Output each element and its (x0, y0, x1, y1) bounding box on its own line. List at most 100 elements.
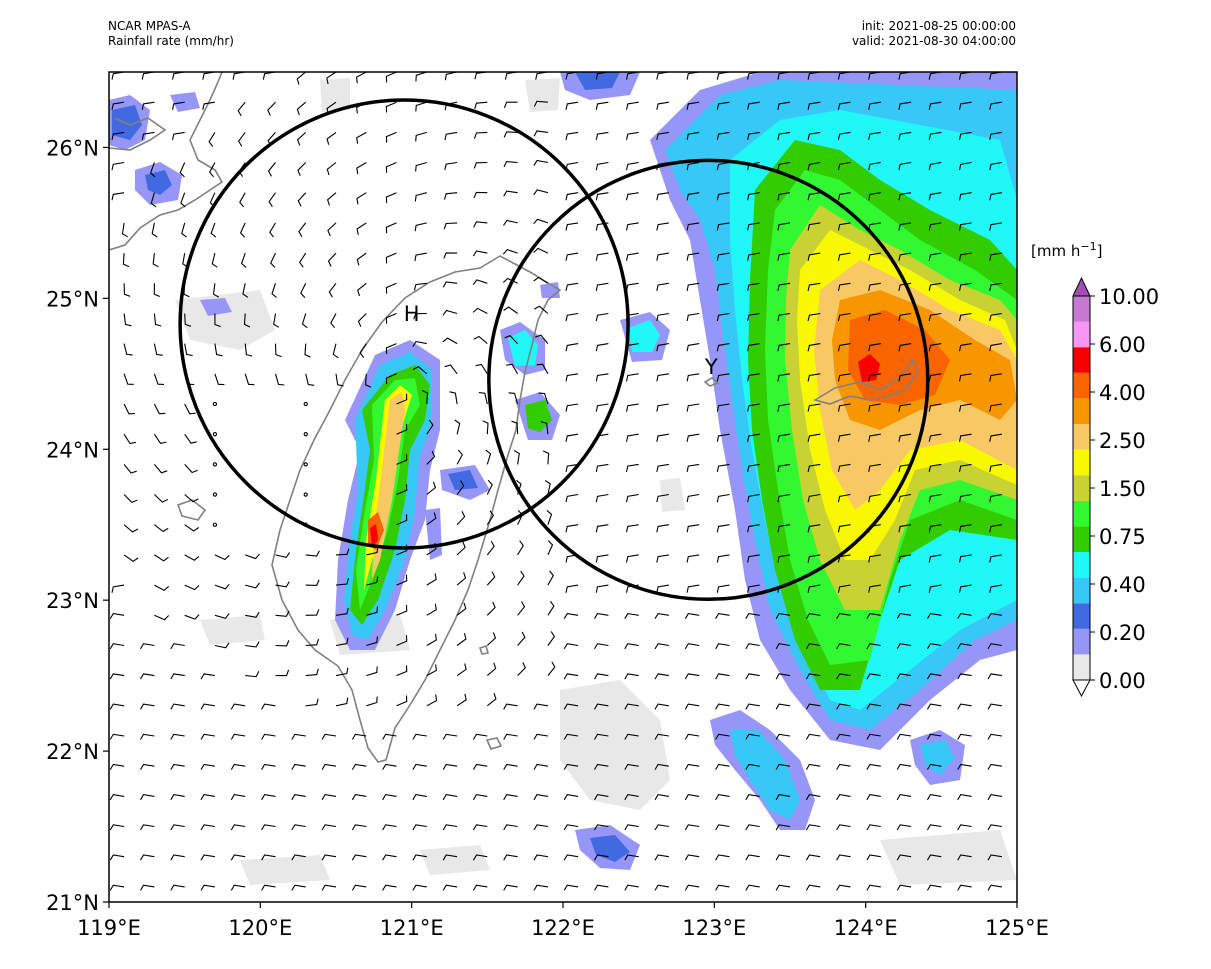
wind-barb (656, 131, 669, 141)
rain-contour-34 (575, 72, 620, 90)
wind-barb (654, 854, 669, 861)
wind-barb (504, 335, 518, 344)
lon-tick-label: 124°E (834, 916, 898, 940)
wind-barb (382, 793, 397, 801)
wind-barb (656, 433, 669, 442)
wind-barb (656, 584, 669, 593)
wind-barb (715, 854, 730, 861)
wind-barb (123, 403, 136, 415)
wind-barb (366, 666, 378, 677)
wind-barb (547, 661, 556, 676)
wind-barb (123, 433, 137, 445)
wind-barb (926, 673, 942, 680)
wind-barb (656, 312, 669, 322)
wind-barb (926, 793, 942, 801)
wind-barb (396, 635, 408, 647)
lat-tick-label: 23°N (46, 589, 99, 613)
wind-barb (140, 733, 155, 740)
wind-barb (686, 192, 700, 201)
wind-barb (426, 664, 437, 677)
wind-barb (987, 612, 1002, 619)
wind-barb (442, 337, 458, 345)
wind-barb (396, 574, 408, 586)
wind-barb (123, 373, 134, 385)
wind-barb (456, 693, 467, 707)
wind-barb (563, 673, 579, 680)
wind-barb (837, 463, 851, 473)
wind-barb (896, 733, 912, 740)
wind-barb (654, 884, 669, 891)
wind-barb (715, 763, 730, 770)
wind-barb (868, 343, 881, 352)
wind-barb (415, 101, 427, 112)
wind-barb (153, 283, 161, 298)
wind-barb (230, 733, 246, 740)
wind-barb (415, 131, 427, 142)
wind-barb (230, 793, 246, 801)
wind-barb (716, 493, 730, 503)
wind-barb (366, 546, 379, 556)
wind-barb (805, 854, 821, 861)
wind-barb (382, 733, 397, 740)
wind-barb (385, 72, 397, 83)
wind-barb (898, 524, 912, 533)
wind-barb (351, 763, 367, 770)
wind-barb (563, 612, 579, 619)
wind-barb (866, 763, 881, 770)
wind-barb (624, 612, 639, 619)
wind-barb (385, 282, 397, 294)
penghu-coast (176, 499, 207, 521)
wind-barb (868, 252, 881, 261)
wind-barb (775, 703, 791, 710)
wind-barb (563, 854, 579, 861)
wind-barb (291, 763, 306, 770)
wind-barb (595, 252, 609, 261)
wind-barb (958, 343, 972, 352)
wind-barb (351, 824, 367, 831)
wind-barb (301, 313, 308, 329)
wind-barb (122, 253, 130, 268)
wind-barb (563, 793, 579, 801)
wind-barb (426, 573, 437, 586)
wind-barb (356, 131, 367, 144)
rain-contour-40 (200, 298, 232, 316)
wind-barb (237, 101, 246, 117)
wind-barb (239, 222, 246, 238)
wind-barb (140, 793, 155, 801)
rain-contour-38 (145, 170, 172, 195)
wind-barb (181, 222, 187, 238)
wind-barb (170, 643, 185, 650)
wind-barb (928, 493, 942, 503)
wind-barb (230, 854, 246, 861)
wind-barb (356, 252, 367, 266)
valid-time: valid: 2021-08-30 04:00:00 (851, 34, 1016, 48)
wind-barb (442, 824, 458, 831)
wind-barb (268, 192, 276, 208)
wind-barb (958, 403, 972, 412)
wind-barb (654, 673, 669, 680)
wind-barb (805, 793, 821, 801)
lat-tick-label: 22°N (46, 740, 99, 764)
wind-barb (275, 552, 291, 559)
wind-barb (805, 673, 821, 680)
wind-barb (245, 641, 260, 648)
wind-barb (898, 192, 912, 201)
radius-circle-0 (178, 98, 630, 550)
wind-barb (958, 282, 972, 292)
wind-barb (866, 733, 881, 740)
wind-barb (807, 101, 821, 110)
wind-barb (412, 824, 427, 831)
wind-barb (747, 343, 760, 352)
wind-barb (805, 824, 821, 831)
wind-barb (836, 854, 851, 861)
wind-barb (747, 584, 760, 593)
wind-barb (473, 221, 488, 228)
wind-barb (184, 614, 200, 620)
colorbar-unit-close: ] (1097, 242, 1103, 260)
wind-barb (777, 433, 791, 442)
wind-barb (807, 554, 821, 563)
wind-barb (715, 793, 730, 801)
wind-barb (154, 494, 169, 503)
wind-barb (805, 643, 821, 650)
wind-barb (200, 673, 215, 680)
